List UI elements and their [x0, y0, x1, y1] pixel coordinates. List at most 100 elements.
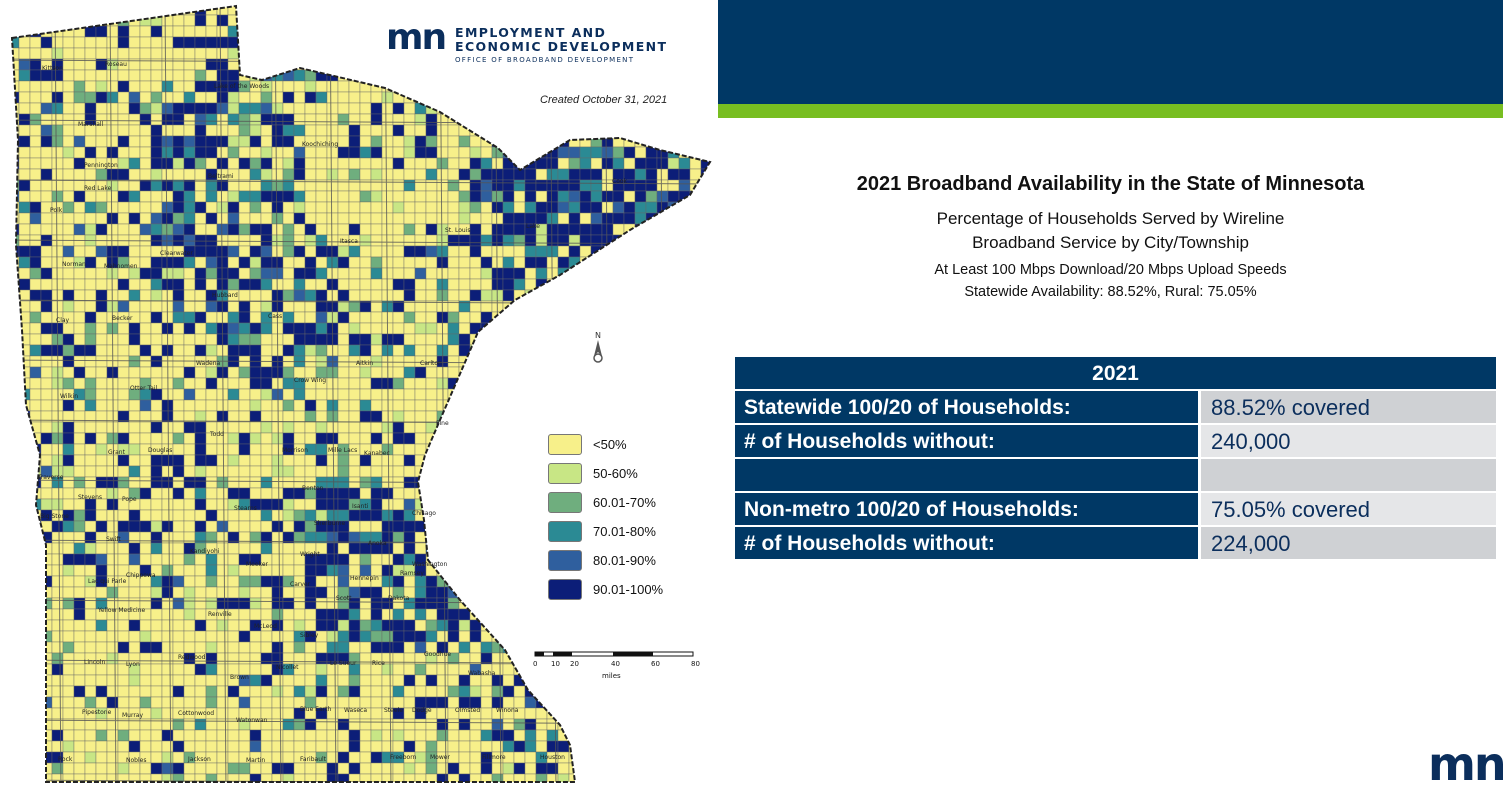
county-label: Jackson [187, 756, 211, 763]
township-cell [227, 432, 240, 445]
township-cell [194, 729, 207, 742]
township-cell [150, 542, 163, 555]
township-cell [271, 575, 284, 588]
township-cell [678, 355, 691, 368]
legend-swatch [548, 434, 582, 455]
township-cell [678, 69, 691, 82]
township-cell [293, 619, 306, 632]
township-cell [128, 6, 141, 16]
township-cell [568, 278, 581, 291]
township-cell [337, 542, 350, 555]
township-cell [150, 91, 163, 104]
township-cell [491, 168, 504, 181]
township-cell [62, 597, 75, 610]
township-cell [502, 465, 515, 478]
township-cell [403, 102, 416, 115]
township-cell [403, 608, 416, 621]
township-cell [612, 751, 625, 764]
township-cell [612, 410, 625, 423]
township-cell [557, 377, 570, 390]
township-cell [712, 48, 716, 59]
township-cell [12, 498, 20, 511]
township-cell [678, 47, 691, 60]
township-cell [315, 575, 328, 588]
township-cell [12, 696, 20, 709]
township-cell [348, 289, 361, 302]
county-label: Pipestone [82, 709, 112, 716]
township-cell [227, 619, 240, 632]
township-cell [315, 608, 328, 621]
created-date: Created October 31, 2021 [540, 94, 668, 106]
township-cell [491, 575, 504, 588]
township-cell [73, 630, 86, 643]
township-cell [51, 432, 64, 445]
township-cell [370, 300, 383, 313]
township-cell [689, 410, 702, 423]
township-cell [282, 168, 295, 181]
township-cell [392, 718, 405, 731]
township-cell [370, 344, 383, 357]
township-cell [557, 157, 570, 170]
township-cell [29, 542, 42, 555]
township-cell [271, 498, 284, 511]
township-cell [227, 377, 240, 390]
township-cell [326, 685, 339, 698]
township-cell [480, 245, 493, 258]
township-cell [557, 201, 570, 214]
township-cell [293, 344, 306, 357]
township-cell [183, 421, 196, 434]
township-cell [502, 135, 515, 148]
township-cell [601, 300, 614, 313]
township-cell [447, 399, 460, 412]
township-cell [348, 729, 361, 742]
township-cell [106, 487, 119, 500]
township-cell [436, 762, 449, 775]
township-cell [623, 696, 636, 709]
township-cell [172, 399, 185, 412]
township-cell [645, 773, 658, 782]
township-cell [282, 245, 295, 258]
township-cell [370, 597, 383, 610]
township-cell [293, 465, 306, 478]
township-cell [700, 564, 710, 577]
township-cell [249, 311, 262, 324]
township-cell [117, 80, 130, 93]
township-cell [216, 443, 229, 456]
township-cell [271, 740, 284, 753]
township-cell [590, 454, 603, 467]
township-cell [579, 223, 592, 236]
township-cell [205, 190, 218, 203]
township-cell [623, 113, 636, 126]
township-cell [700, 509, 710, 522]
township-cell [678, 278, 691, 291]
township-cell [337, 410, 350, 423]
township-cell [150, 223, 163, 236]
township-cell [623, 597, 636, 610]
township-cell [700, 58, 710, 71]
township-cell [491, 762, 504, 775]
township-cell [667, 509, 680, 522]
township-cell [195, 785, 206, 793]
township-cell [381, 487, 394, 500]
township-cell [425, 366, 438, 379]
township-cell [29, 608, 42, 621]
township-cell [216, 498, 229, 511]
township-cell [95, 69, 108, 82]
township-cell [293, 674, 306, 687]
township-cell [667, 597, 680, 610]
township-cell [469, 509, 482, 522]
township-cell [29, 674, 42, 687]
township-cell [326, 630, 339, 643]
township-cell [348, 674, 361, 687]
township-cell [282, 25, 295, 38]
township-cell [238, 256, 251, 269]
township-cell [623, 289, 636, 302]
township-cell [139, 25, 152, 38]
township-cell [403, 520, 416, 533]
township-cell [480, 641, 493, 654]
township-cell [700, 696, 710, 709]
township-cell [249, 575, 262, 588]
township-cell [139, 190, 152, 203]
township-cell [689, 311, 702, 324]
township-cell [414, 146, 427, 159]
